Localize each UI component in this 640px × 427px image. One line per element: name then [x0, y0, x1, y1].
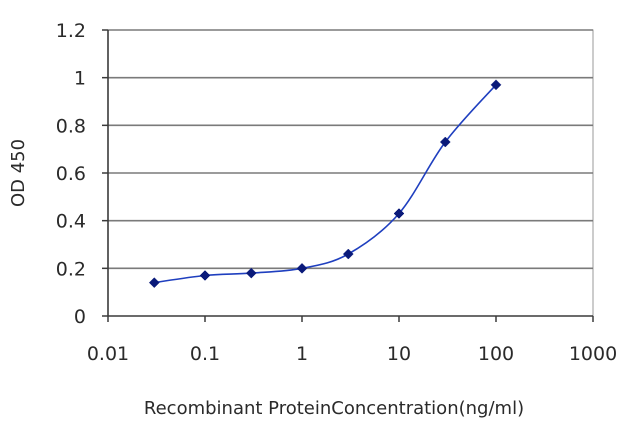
x-tick-label-2: 1 — [296, 343, 308, 365]
data-point-0-5 — [393, 208, 405, 219]
data-point-0-6 — [439, 136, 451, 148]
y-axis-title: OD 450 — [8, 139, 29, 207]
data-point-0-1 — [199, 270, 211, 281]
data-point-0-4 — [342, 248, 354, 260]
x-axis-title: Recombinant ProteinConcentration(ng/ml) — [144, 398, 524, 419]
data-point-0-0 — [148, 277, 160, 288]
y-tick-label-0: 0 — [74, 306, 86, 328]
y-tick-label-4: 0.8 — [56, 115, 86, 137]
data-point-0-3 — [296, 262, 308, 274]
series-layer — [148, 79, 502, 288]
x-tick-label-1: 0.1 — [190, 343, 220, 365]
label-layer: 0 0.2 0.4 0.6 0.8 1 1.2 0.01 0.1 1 10 100 1000 — [56, 20, 617, 365]
y-tick-label-1: 0.2 — [56, 258, 86, 280]
x-tick-label-4: 100 — [478, 343, 514, 365]
grid-layer — [107, 29, 594, 317]
y-tick-label-2: 0.4 — [56, 211, 86, 233]
y-tick-label-3: 0.6 — [56, 163, 86, 185]
data-point-0-2 — [245, 267, 257, 279]
data-point-0-7 — [490, 79, 502, 91]
x-tick-label-0: 0.01 — [87, 343, 129, 365]
axis-layer — [102, 29, 594, 322]
y-tick-label-5: 1 — [74, 68, 86, 90]
series-line-0 — [154, 84, 497, 284]
y-tick-label-6: 1.2 — [56, 20, 86, 42]
x-tick-label-5: 1000 — [569, 343, 617, 365]
x-tick-label-3: 10 — [387, 343, 411, 365]
